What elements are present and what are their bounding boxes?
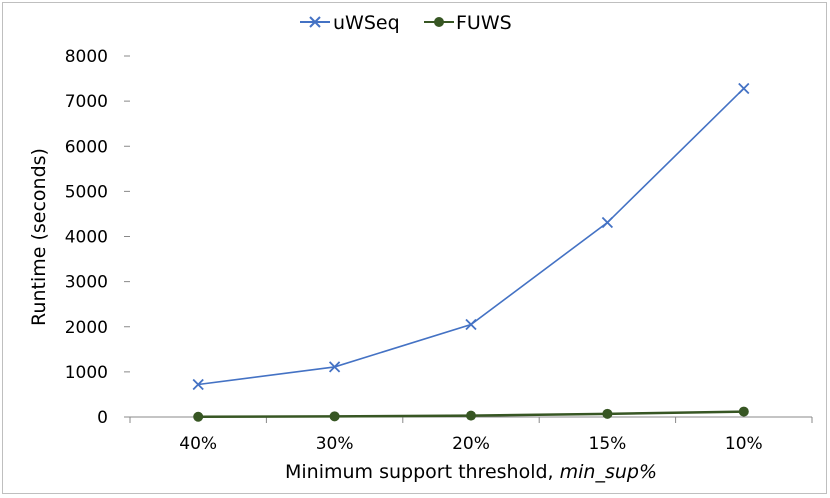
data-point-fuws xyxy=(193,411,204,422)
x-axis: 40% 30% 20% 15% 10% xyxy=(129,417,813,454)
data-point-fuws xyxy=(466,410,476,421)
data-point-fuws xyxy=(602,408,613,419)
legend-entry-fuws: FUWS xyxy=(424,12,512,34)
x-tick-label: 20% xyxy=(452,434,490,454)
y-axis: 0 1000 2000 3000 4000 5000 6000 7000 8000 xyxy=(65,47,130,428)
data-point-uwseq xyxy=(192,378,204,391)
data-point-uwseq xyxy=(328,361,341,373)
x-axis-title: Minimum support threshold, min_sup% xyxy=(285,461,657,483)
legend-entry-uwseq: uWSeq xyxy=(300,12,400,34)
x-axis-title-italic: min_sup% xyxy=(560,461,657,483)
y-tick-label: 2000 xyxy=(65,318,108,338)
y-tick-label: 1000 xyxy=(65,363,108,383)
data-point-uwseq xyxy=(465,318,477,331)
legend-label-uwseq: uWSeq xyxy=(333,12,400,34)
y-tick-label: 0 xyxy=(97,408,108,428)
x-tick-label: 10% xyxy=(725,434,763,454)
legend: uWSeq FUWS xyxy=(300,12,512,34)
legend-label-fuws: FUWS xyxy=(456,12,512,34)
y-tick-label: 4000 xyxy=(65,228,108,248)
series-group xyxy=(192,82,750,422)
data-point-uwseq xyxy=(738,82,750,95)
x-axis-title-prefix: Minimum support threshold, xyxy=(285,461,560,483)
x-tick-label: 15% xyxy=(589,434,627,454)
x-tick-label: 40% xyxy=(179,434,217,454)
series-line-uwseq xyxy=(198,87,745,386)
y-tick-label: 3000 xyxy=(65,273,108,293)
data-point-fuws xyxy=(329,411,340,422)
data-point-fuws xyxy=(738,406,749,417)
y-tick-label: 8000 xyxy=(65,47,108,67)
y-tick-label: 7000 xyxy=(65,92,108,112)
y-axis-title: Runtime (seconds) xyxy=(28,148,50,326)
y-tick-label: 5000 xyxy=(65,182,108,202)
x-tick-label: 30% xyxy=(316,434,354,454)
y-tick-label: 6000 xyxy=(65,137,108,157)
data-point-uwseq xyxy=(601,216,614,229)
